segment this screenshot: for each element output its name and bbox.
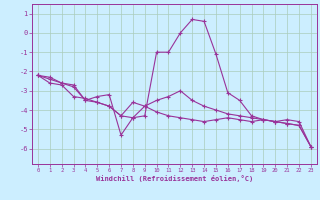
X-axis label: Windchill (Refroidissement éolien,°C): Windchill (Refroidissement éolien,°C) [96,175,253,182]
